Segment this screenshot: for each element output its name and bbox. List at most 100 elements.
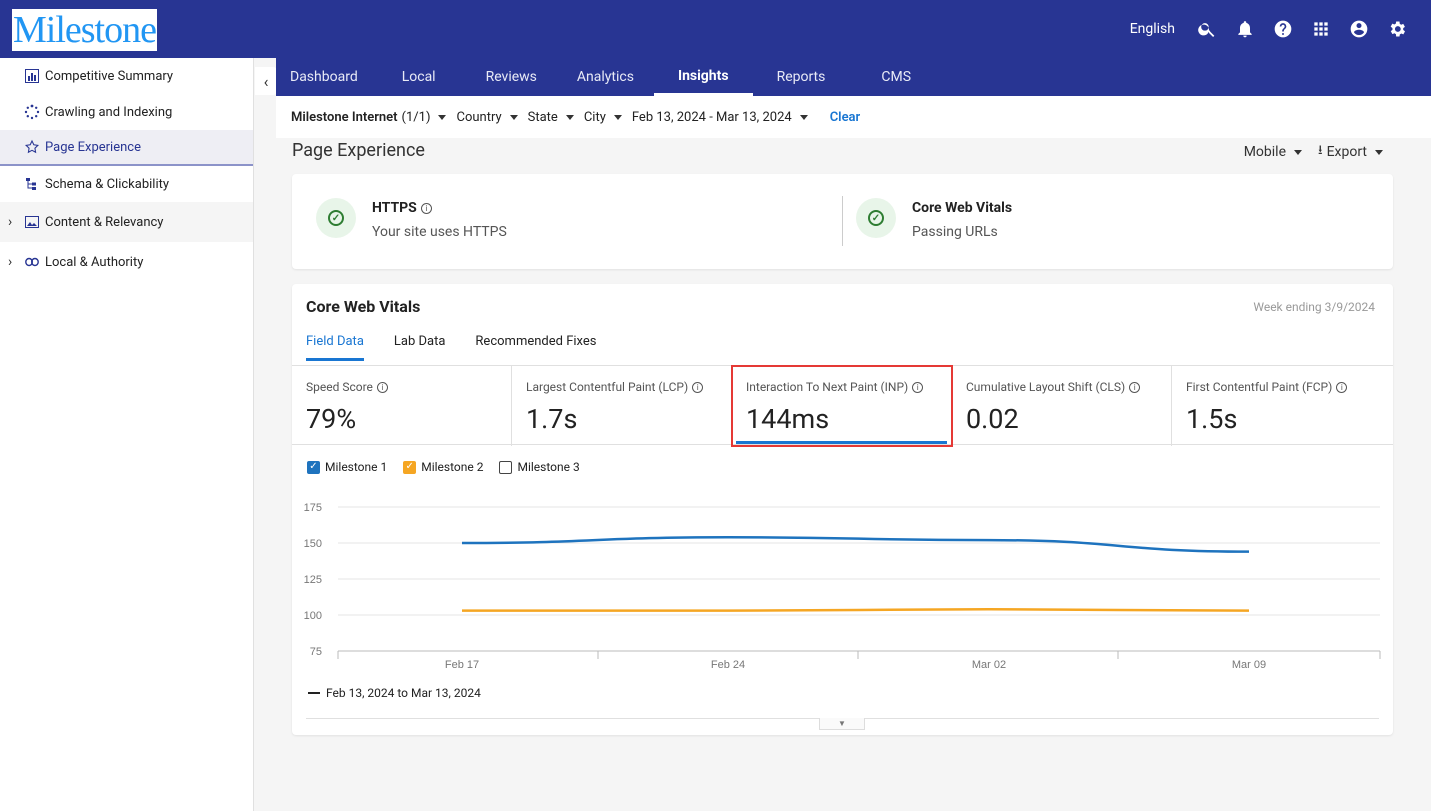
cwv-status: ✓ Core Web Vitals Passing URLs (856, 198, 1012, 240)
sidebar-item-label: Competitive Summary (45, 68, 174, 84)
sidebar-group-local-authority[interactable]: › Local & Authority (0, 242, 253, 282)
state-filter[interactable]: State (528, 110, 574, 125)
tab-cms[interactable]: CMS (881, 69, 912, 85)
check-circle-icon: ✓ (856, 198, 896, 238)
caret-down-icon (613, 114, 622, 120)
series-legend: ✓ Milestone 1 ✓ Milestone 2 Milestone 3 (307, 460, 580, 474)
info-icon[interactable]: i (420, 202, 432, 214)
schema-icon (24, 176, 40, 192)
sidebar-item-crawling-indexing[interactable]: Crawling and Indexing (0, 94, 253, 130)
y-tick-label: 125 (304, 574, 322, 586)
summary-card: ✓ HTTPS i Your site uses HTTPS ✓ Core Web… (292, 174, 1393, 269)
search-icon[interactable] (1197, 19, 1217, 39)
caret-down-icon (1375, 149, 1383, 155)
legend-milestone-3[interactable]: Milestone 3 (499, 460, 580, 474)
chevron-right-icon: › (8, 254, 13, 270)
sidebar-group-content-relevancy[interactable]: › Content & Relevancy (0, 202, 253, 242)
sidebar-item-page-experience[interactable]: Page Experience (0, 130, 253, 166)
tab-analytics[interactable]: Analytics (576, 69, 634, 85)
country-filter[interactable]: Country (456, 110, 518, 125)
spinner-icon (24, 104, 40, 120)
sidebar-group-label: Content & Relevancy (45, 214, 164, 230)
sidebar-item-label: Schema & Clickability (45, 176, 170, 192)
info-icon[interactable]: i (1129, 381, 1141, 393)
info-icon[interactable]: i (912, 381, 924, 393)
tab-reviews[interactable]: Reviews (485, 69, 537, 85)
metrics-row: Speed Score i 79% Largest Contentful Pain… (292, 365, 1393, 447)
expand-toggle[interactable]: ▼ (819, 718, 865, 730)
collapse-sidebar-button[interactable]: ‹ (255, 67, 277, 95)
caret-down-icon: ▼ (838, 719, 846, 728)
y-tick-label: 100 (304, 610, 322, 622)
week-ending-label: Week ending 3/9/2024 (1253, 300, 1375, 314)
clear-filters-button[interactable]: Clear (829, 109, 861, 125)
tab-lab-data[interactable]: Lab Data (393, 334, 446, 349)
top-bar: Milestone English (0, 0, 1431, 58)
tab-recommended-fixes[interactable]: Recommended Fixes (475, 334, 597, 349)
info-icon[interactable]: i (692, 381, 704, 393)
metric-lcp[interactable]: Largest Contentful Paint (LCP) i 1.7s (512, 366, 732, 446)
checkbox-unchecked-icon[interactable] (499, 460, 513, 474)
tab-insights[interactable]: Insights (653, 58, 753, 96)
bar-chart-icon (24, 68, 40, 84)
apps-grid-icon[interactable] (1311, 19, 1331, 39)
metric-cls[interactable]: Cumulative Layout Shift (CLS) i 0.02 (952, 366, 1172, 446)
legend-line-swatch (308, 692, 320, 694)
inp-line-chart: 75 100 125 150 175 Feb 17 Feb 24 Mar 02 Mar 09 (304, 502, 1381, 671)
metric-fcp[interactable]: First Contentful Paint (FCP) i 1.5s (1172, 366, 1393, 446)
export-button[interactable]: ⭳ Export (1318, 141, 1383, 163)
help-icon[interactable] (1273, 19, 1293, 39)
info-icon[interactable]: i (1336, 381, 1348, 393)
milestone-logo[interactable]: Milestone (12, 9, 157, 51)
x-tick-label: Feb 24 (711, 659, 745, 671)
bell-icon[interactable] (1235, 19, 1255, 39)
gear-icon[interactable] (1387, 19, 1407, 39)
metric-speed-score[interactable]: Speed Score i 79% (292, 366, 512, 446)
x-tick-label: Mar 09 (1232, 659, 1266, 671)
tab-field-data[interactable]: Field Data (306, 334, 364, 361)
sidebar-item-label: Crawling and Indexing (45, 104, 173, 120)
check-circle-icon: ✓ (316, 198, 356, 238)
caret-down-icon (509, 114, 518, 120)
metric-inp[interactable]: Interaction To Next Paint (INP) i 144ms (731, 365, 953, 447)
series-line-milestone-1 (461, 535, 1250, 553)
date-range-filter[interactable]: Feb 13, 2024 - Mar 13, 2024 (632, 110, 808, 125)
date-range-legend: Feb 13, 2024 to Mar 13, 2024 (308, 686, 481, 700)
star-icon (24, 139, 40, 155)
account-icon[interactable] (1349, 19, 1369, 39)
caret-down-icon (565, 114, 574, 120)
city-filter[interactable]: City (584, 110, 622, 125)
sidebar-item-label: Page Experience (45, 139, 141, 155)
main-nav: Dashboard Local Reviews Analytics Insigh… (276, 58, 1431, 96)
caret-down-icon (438, 114, 447, 120)
y-tick-label: 175 (304, 502, 322, 514)
info-icon[interactable]: i (376, 381, 388, 393)
sidebar-group-label: Local & Authority (45, 254, 144, 270)
tab-reports[interactable]: Reports (776, 69, 826, 85)
https-status: ✓ HTTPS i Your site uses HTTPS (316, 198, 507, 240)
core-web-vitals-card: Core Web Vitals Week ending 3/9/2024 Fie… (292, 284, 1393, 735)
caret-down-icon (799, 114, 808, 120)
sidebar: Competitive Summary Crawling and Indexin… (0, 58, 254, 811)
checkbox-checked-icon[interactable]: ✓ (307, 460, 320, 474)
language-selector[interactable]: English (1129, 21, 1175, 37)
y-tick-label: 150 (304, 538, 322, 550)
y-tick-label: 75 (310, 646, 322, 658)
divider (842, 196, 843, 246)
card-title: Core Web Vitals (306, 297, 421, 316)
sidebar-item-schema-clickability[interactable]: Schema & Clickability (0, 166, 253, 202)
device-dropdown[interactable]: Mobile (1244, 141, 1303, 163)
chevron-left-icon: ‹ (263, 71, 269, 91)
x-tick-label: Mar 02 (972, 659, 1006, 671)
tab-dashboard[interactable]: Dashboard (290, 69, 358, 85)
legend-milestone-2[interactable]: ✓ Milestone 2 (403, 460, 483, 474)
download-icon: ⭳ (1318, 143, 1323, 158)
chevron-right-icon: › (8, 214, 13, 230)
account-filter[interactable]: Milestone Internet (1/1) (291, 110, 447, 125)
x-tick-label: Feb 17 (445, 659, 479, 671)
checkbox-checked-icon[interactable]: ✓ (403, 460, 417, 474)
sidebar-item-competitive-summary[interactable]: Competitive Summary (0, 58, 253, 94)
tab-local[interactable]: Local (401, 69, 436, 85)
legend-milestone-1[interactable]: ✓ Milestone 1 (307, 460, 387, 474)
link-icon (24, 254, 40, 270)
